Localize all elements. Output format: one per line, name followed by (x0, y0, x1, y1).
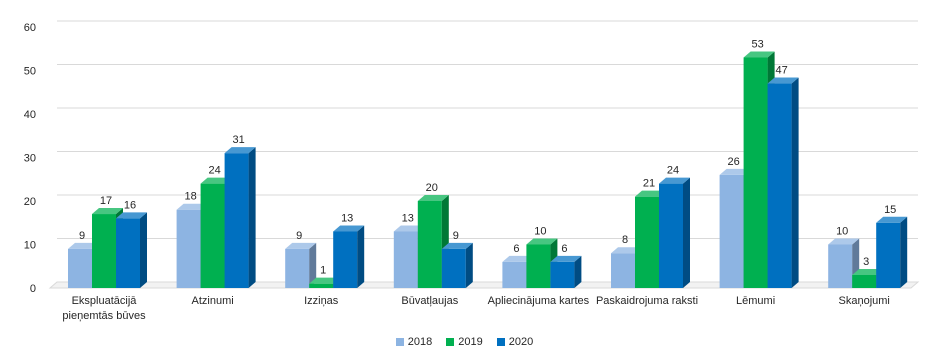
data-label: 31 (232, 134, 244, 146)
bar (224, 147, 256, 288)
data-label: 6 (513, 243, 519, 255)
x-tick-label: pieņemtās būves (62, 310, 146, 322)
y-tick-label: 60 (24, 22, 36, 34)
x-tick-label: Ekspluatācijā (72, 295, 138, 307)
data-label: 1 (320, 265, 326, 277)
data-label: 8 (622, 234, 628, 246)
data-label: 17 (100, 195, 112, 207)
x-tick-label: Paskaidrojuma raksti (596, 295, 698, 307)
data-label: 18 (184, 191, 196, 203)
chart-bars (68, 51, 908, 289)
data-label: 20 (426, 182, 438, 194)
data-label: 10 (534, 226, 546, 238)
x-tick-label: Lēmumi (736, 295, 775, 307)
legend-item: 2019 (446, 336, 483, 348)
data-label: 9 (453, 230, 459, 242)
y-tick-label: 10 (24, 240, 36, 252)
legend-swatch (496, 338, 505, 346)
bar (659, 177, 690, 288)
data-label: 21 (643, 178, 655, 190)
bar (116, 212, 147, 288)
bar (285, 242, 317, 288)
data-label: 26 (727, 156, 739, 168)
legend-label: 2018 (407, 336, 433, 348)
data-label: 53 (751, 38, 763, 50)
y-tick-label: 40 (24, 109, 36, 121)
data-label: 9 (296, 230, 302, 242)
y-tick-label: 30 (24, 153, 36, 165)
y-tick-label: 0 (30, 283, 36, 295)
x-tick-label: Izziņas (304, 295, 339, 307)
data-label: 13 (341, 212, 353, 224)
legend-label: 2019 (458, 336, 483, 348)
legend-item: 2020 (496, 336, 534, 348)
data-label: 16 (124, 199, 136, 211)
chart-legend: 2018 2019 2020 (0, 334, 929, 350)
bar (550, 255, 582, 288)
x-axis: Ekspluatācijā pieņemtās būves Atzinumi Izzi… (62, 295, 889, 322)
y-tick-label: 20 (24, 196, 36, 208)
data-label: 10 (836, 226, 848, 238)
data-label: 15 (884, 204, 896, 216)
bar (176, 203, 208, 288)
data-label: 13 (402, 212, 414, 224)
data-labels: 9 17 16 18 24 31 9 1 13 13 20 9 6 10 6 8 21 24 26 53 47 10 3 15 (79, 38, 896, 276)
bar (876, 216, 908, 288)
bar (333, 225, 365, 288)
bar (767, 77, 799, 288)
legend-swatch (446, 338, 455, 346)
bar (441, 242, 473, 288)
x-tick-label: Apliecinājuma kartes (488, 295, 590, 307)
data-label: 9 (79, 230, 85, 242)
data-label: 3 (863, 256, 869, 268)
x-tick-label: Skaņojumi (839, 295, 890, 307)
data-label: 47 (775, 65, 787, 77)
data-label: 24 (208, 165, 220, 177)
data-label: 6 (561, 243, 567, 255)
legend-label: 2020 (508, 336, 534, 348)
y-tick-label: 50 (24, 66, 36, 78)
y-axis: 0 10 20 30 40 50 60 (24, 22, 36, 295)
legend-swatch (395, 338, 404, 346)
x-tick-label: Atzinumi (192, 295, 234, 307)
data-label: 24 (667, 165, 679, 177)
legend-item: 2018 (395, 336, 433, 348)
x-tick-label: Būvatļaujas (401, 295, 458, 307)
